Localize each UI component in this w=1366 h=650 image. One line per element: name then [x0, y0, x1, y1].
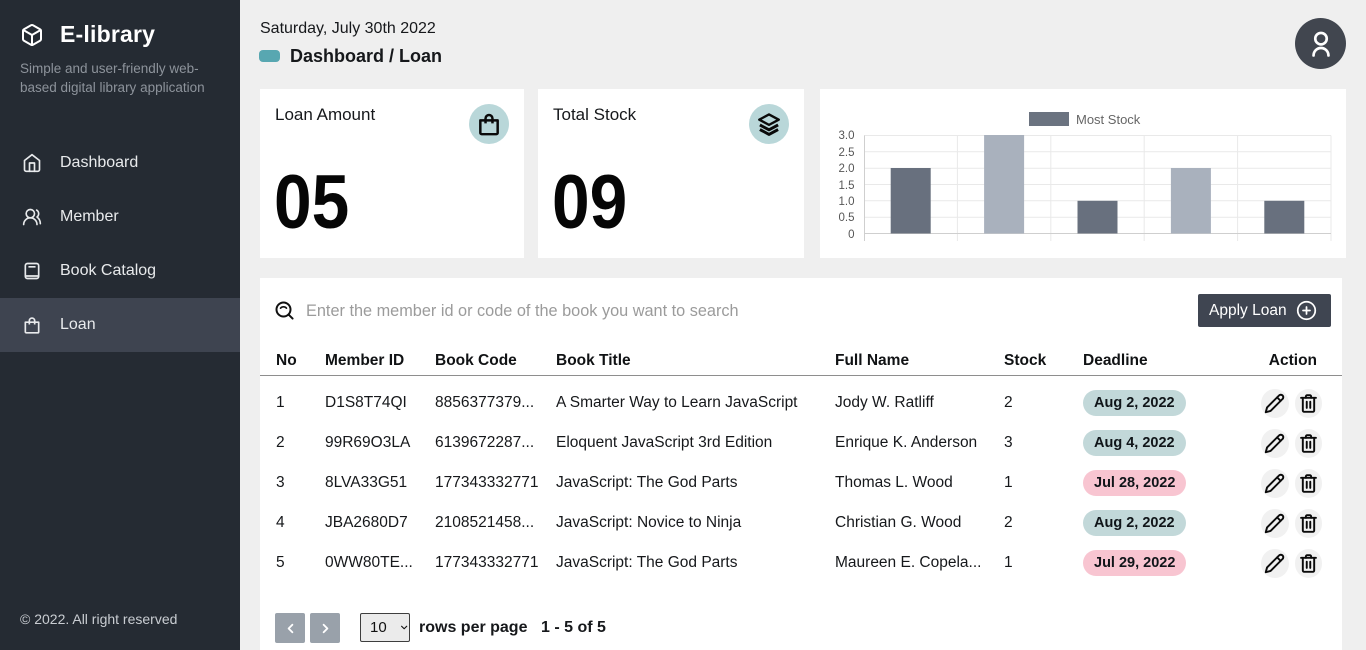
- svg-text:2.5: 2.5: [839, 147, 855, 159]
- svg-text:Most Stock: Most Stock: [1076, 112, 1141, 127]
- svg-text:0: 0: [848, 229, 854, 241]
- svg-text:3.0: 3.0: [839, 130, 855, 142]
- svg-text:1.5: 1.5: [839, 180, 855, 192]
- svg-text:1.0: 1.0: [839, 196, 855, 208]
- svg-text:2.0: 2.0: [839, 163, 855, 175]
- svg-text:0.5: 0.5: [839, 212, 855, 224]
